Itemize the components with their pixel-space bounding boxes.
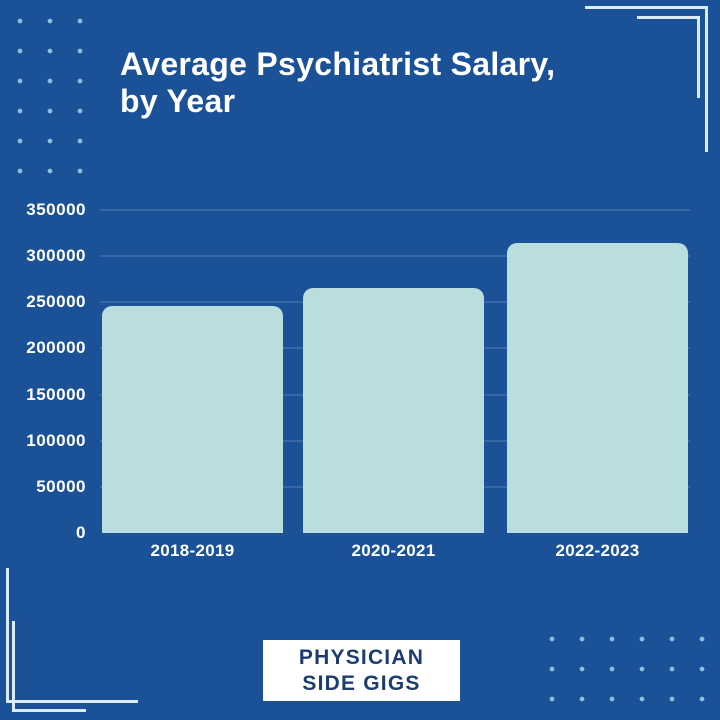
title-line-2: by Year	[120, 83, 236, 119]
x-category-label: 2018-2019	[150, 541, 235, 560]
corner-bracket-bottom-left-inner	[12, 621, 86, 712]
logo-line-2: SIDE GIGS	[302, 671, 421, 695]
gridline	[100, 209, 690, 211]
y-axis-tick-label: 350000	[26, 200, 86, 219]
dot-grid-top-left	[5, 6, 95, 186]
y-axis-tick-label: 200000	[26, 338, 86, 358]
x-category-label: 2022-2023	[555, 541, 640, 560]
y-axis-tick-label: 250000	[26, 292, 86, 312]
x-category-label: 2020-2021	[351, 541, 436, 560]
gridline	[100, 255, 690, 258]
title-line-1: Average Psychiatrist Salary,	[120, 46, 556, 82]
y-axis-tick-label: 50000	[36, 476, 86, 496]
bar-2020-2021	[303, 287, 484, 533]
y-axis-tick-label: 100000	[26, 430, 86, 450]
y-axis-tick-label: 300000	[26, 246, 86, 266]
corner-bracket-top-right-inner	[637, 16, 700, 98]
corner-bracket-bottom-left-outer	[6, 568, 138, 703]
bar-2018-2019	[102, 305, 283, 533]
bar-2022-2023	[507, 243, 688, 533]
corner-bracket-top-right-outer	[585, 6, 708, 152]
y-axis-tick-label: 0	[76, 523, 86, 542]
page-title: Average Psychiatrist Salary, by Year	[120, 46, 555, 120]
y-axis-tick-label: 150000	[26, 384, 86, 404]
logo-line-1: PHYSICIAN	[298, 645, 425, 669]
physician-side-gigs-logo: PHYSICIAN SIDE GIGS	[263, 640, 460, 701]
dot-grid-bottom-right	[537, 624, 717, 714]
